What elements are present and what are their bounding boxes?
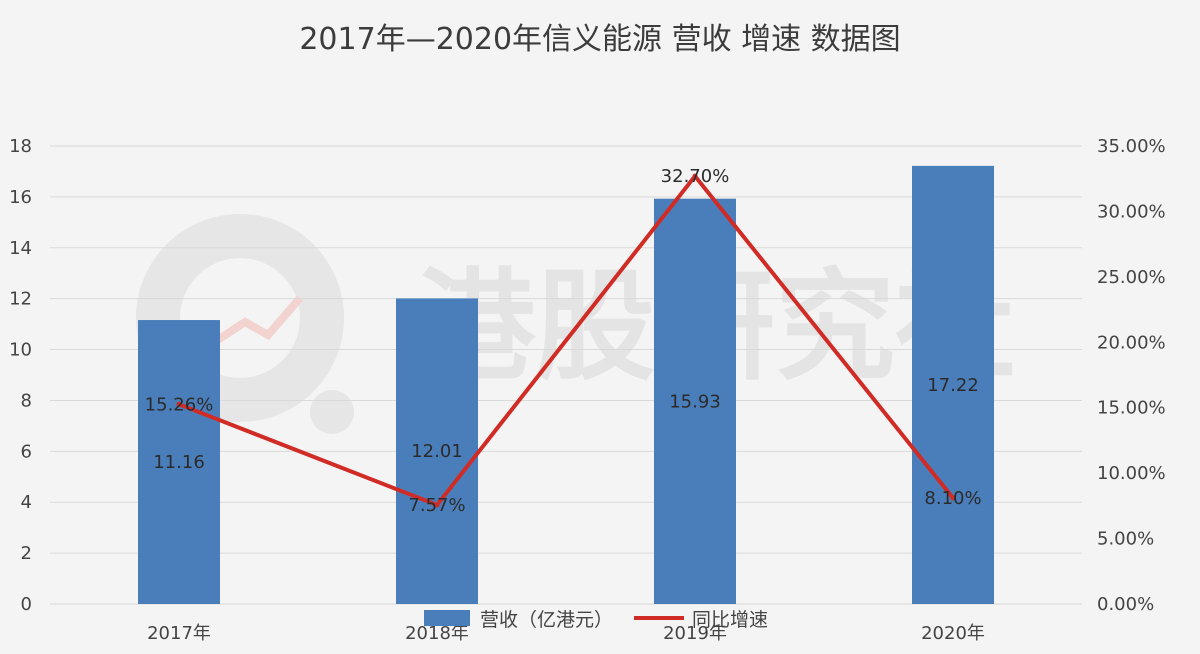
left-axis-ticks: 0 2 4 6 8 10 12 14 16 18 xyxy=(9,136,32,615)
chart-title: 2017年—2020年信义能源 营收 增速 数据图 xyxy=(299,22,900,57)
watermark-logo-dot xyxy=(310,390,354,434)
revenue-bar xyxy=(654,198,736,605)
revenue-bar-label: 12.01 xyxy=(411,441,463,462)
growth-point-label: 8.10% xyxy=(924,488,981,509)
revenue-bar-labels: 11.16 12.01 15.93 17.22 xyxy=(153,375,979,473)
x-axis-ticks: 2017年 2018年 2019年 2020年 xyxy=(147,623,985,644)
revenue-bar-label: 15.93 xyxy=(669,391,721,412)
right-axis-tick-label: 0.00% xyxy=(1097,594,1154,615)
revenue-bar-label: 11.16 xyxy=(153,452,205,473)
right-axis-tick-label: 15.00% xyxy=(1097,398,1166,419)
watermark-logo-arrow xyxy=(207,295,304,349)
left-axis-tick-label: 18 xyxy=(9,136,32,157)
revenue-bar xyxy=(396,298,478,604)
right-axis-tick-label: 30.00% xyxy=(1097,201,1166,222)
x-axis-tick-label: 2017年 xyxy=(147,623,211,644)
legend: 营收（亿港元） 同比增速 xyxy=(424,609,768,631)
growth-point-label: 7.57% xyxy=(408,495,465,516)
growth-point-label: 15.26% xyxy=(145,394,214,415)
revenue-bar xyxy=(138,320,220,604)
growth-line-labels: 15.26% 7.57% 32.70% 8.10% xyxy=(145,166,982,516)
legend-label-growth: 同比增速 xyxy=(692,609,768,631)
left-axis-tick-label: 8 xyxy=(21,390,32,411)
left-axis-tick-label: 12 xyxy=(9,289,32,310)
revenue-bar-label: 17.22 xyxy=(927,375,979,396)
growth-point xyxy=(950,495,956,501)
growth-point xyxy=(692,173,698,179)
growth-line xyxy=(176,173,956,508)
growth-point-label: 32.70% xyxy=(661,166,730,187)
right-axis-tick-label: 25.00% xyxy=(1097,267,1166,288)
left-axis-tick-label: 10 xyxy=(9,340,32,361)
right-axis-ticks: 0.00% 5.00% 10.00% 15.00% 20.00% 25.00% 30.00%… xyxy=(1097,136,1166,615)
legend-label-revenue: 营收（亿港元） xyxy=(480,609,613,631)
legend-swatch-revenue xyxy=(424,610,470,626)
gridlines xyxy=(50,145,1082,605)
left-axis-tick-label: 0 xyxy=(21,594,32,615)
revenue-bar xyxy=(912,165,994,604)
left-axis-tick-label: 14 xyxy=(9,238,32,259)
watermark: 港股研究社 xyxy=(136,214,1015,434)
revenue-bars xyxy=(138,165,994,605)
x-axis-tick-label: 2020年 xyxy=(921,623,985,644)
right-axis-tick-label: 20.00% xyxy=(1097,332,1166,353)
left-axis-tick-label: 2 xyxy=(21,543,32,564)
x-axis-tick-label: 2019年 xyxy=(663,623,727,644)
left-axis-tick-label: 6 xyxy=(21,441,32,462)
growth-line-path xyxy=(178,174,955,507)
right-axis-tick-label: 5.00% xyxy=(1097,529,1154,550)
left-axis-tick-label: 16 xyxy=(9,187,32,208)
left-axis-tick-label: 4 xyxy=(21,492,32,513)
growth-point xyxy=(434,502,440,508)
x-axis-tick-label: 2018年 xyxy=(405,623,469,644)
right-axis-tick-label: 35.00% xyxy=(1097,136,1166,157)
growth-point xyxy=(176,401,182,407)
right-axis-tick-label: 10.00% xyxy=(1097,463,1166,484)
